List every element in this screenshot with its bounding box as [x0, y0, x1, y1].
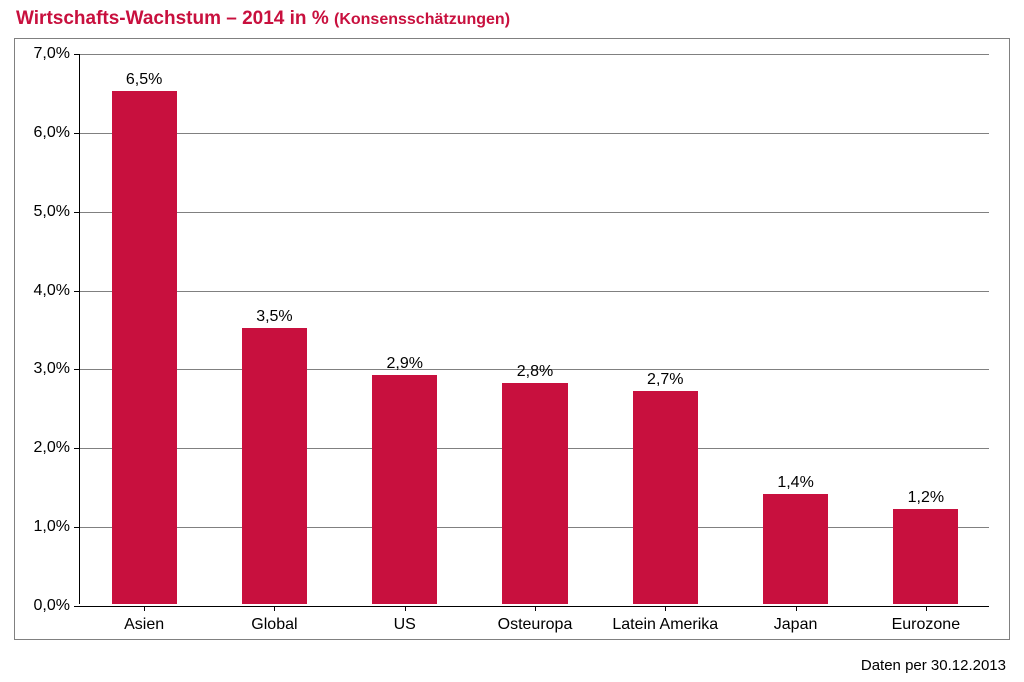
x-axis-label: Osteuropa	[498, 616, 573, 634]
y-axis-label: 1,0%	[15, 518, 70, 536]
bar	[633, 391, 698, 604]
bar-value-label: 1,2%	[908, 489, 944, 507]
chart-title: Wirtschafts-Wachstum – 2014 in % (Konsen…	[16, 8, 510, 30]
x-tick	[274, 606, 275, 611]
x-axis-label: US	[394, 616, 416, 634]
y-axis-label: 3,0%	[15, 360, 70, 378]
gridline	[79, 606, 989, 607]
gridline	[79, 291, 989, 292]
chart-footer: Daten per 30.12.2013	[861, 657, 1006, 674]
x-tick	[796, 606, 797, 611]
y-axis-label: 7,0%	[15, 45, 70, 63]
bar	[112, 91, 177, 604]
y-axis	[79, 54, 80, 604]
bar-value-label: 2,9%	[386, 355, 422, 373]
y-axis-label: 6,0%	[15, 124, 70, 142]
x-tick	[535, 606, 536, 611]
x-tick	[926, 606, 927, 611]
x-tick	[665, 606, 666, 611]
bar-value-label: 1,4%	[777, 474, 813, 492]
bar	[502, 383, 567, 604]
bar	[763, 494, 828, 604]
x-tick	[144, 606, 145, 611]
bar-value-label: 3,5%	[256, 308, 292, 326]
plot-area: 0,0%1,0%2,0%3,0%4,0%5,0%6,0%7,0%6,5%Asie…	[79, 54, 989, 604]
x-tick	[405, 606, 406, 611]
gridline	[79, 54, 989, 55]
y-axis-label: 4,0%	[15, 282, 70, 300]
y-axis-label: 0,0%	[15, 597, 70, 615]
x-axis-label: Asien	[124, 616, 164, 634]
x-axis-label: Latein Amerika	[612, 616, 718, 634]
bar-value-label: 2,8%	[517, 363, 553, 381]
bar-value-label: 6,5%	[126, 71, 162, 89]
x-axis-label: Eurozone	[892, 616, 961, 634]
bar	[372, 375, 437, 604]
bar-value-label: 2,7%	[647, 371, 683, 389]
y-tick	[74, 606, 79, 607]
gridline	[79, 212, 989, 213]
x-axis-label: Global	[251, 616, 297, 634]
y-axis-label: 2,0%	[15, 439, 70, 457]
gridline	[79, 133, 989, 134]
y-axis-label: 5,0%	[15, 203, 70, 221]
chart-frame: 0,0% 1,0% 2,0% 3,0% 4,0% 5,0% 6,0% 7,0% 6,5% Asie…	[14, 38, 1010, 640]
chart-title-sub: (Konsensschätzungen)	[334, 11, 510, 28]
chart-title-main: Wirtschafts-Wachstum – 2014 in %	[16, 8, 334, 29]
bar	[893, 509, 958, 604]
bar	[242, 328, 307, 604]
x-axis-label: Japan	[774, 616, 818, 634]
